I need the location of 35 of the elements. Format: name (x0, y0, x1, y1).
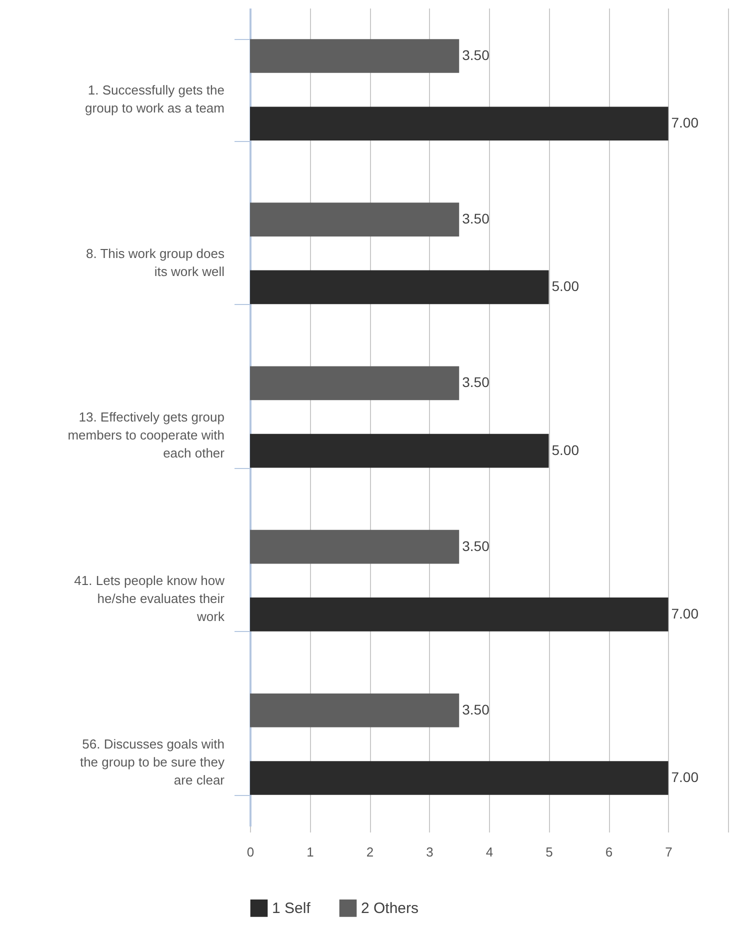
bar (250, 366, 460, 400)
data-label: 3.50 (462, 374, 490, 390)
y-tick-label: 8. This work group does its work well (86, 246, 225, 279)
data-label: 3.50 (462, 538, 490, 554)
bar (250, 270, 549, 304)
data-label: 3.50 (462, 46, 490, 63)
data-label: 3.50 (462, 210, 490, 227)
x-tick-label: 6 (605, 844, 613, 860)
x-tick-label: 1 (306, 844, 314, 860)
legend-label: 2 Others (361, 900, 419, 918)
y-tick-label: 13. Effectively gets group members to cooperate with each other (68, 410, 226, 460)
bar (250, 434, 549, 468)
x-tick-label: 4 (486, 844, 494, 860)
data-label: 5.00 (552, 278, 580, 294)
legend-label: 1 Self (272, 900, 312, 918)
y-tick-label: 41. Lets people know how he/she evaluates their work (74, 573, 226, 624)
x-tick-label: 0 (246, 844, 254, 860)
bar (250, 598, 668, 632)
x-tick-label: 2 (366, 844, 374, 860)
data-label: 5.00 (552, 442, 580, 458)
x-tick-label: 3 (426, 844, 434, 860)
bar (250, 106, 668, 141)
bar (250, 761, 668, 795)
data-label: 7.00 (671, 605, 699, 622)
bar (250, 202, 460, 236)
x-tick-label: 5 (546, 844, 553, 860)
data-label: 7.00 (671, 114, 699, 131)
bar (250, 693, 460, 728)
x-tick-label: 7 (665, 844, 672, 860)
data-label: 3.50 (462, 701, 490, 718)
y-tick-label: 56. Discusses goals with the group to be sure they are clear (80, 736, 226, 788)
y-tick-label: 1. Successfully gets the group to work as a team (85, 82, 224, 116)
bar (250, 530, 460, 564)
bar (250, 39, 460, 73)
data-label: 7.00 (671, 769, 699, 786)
